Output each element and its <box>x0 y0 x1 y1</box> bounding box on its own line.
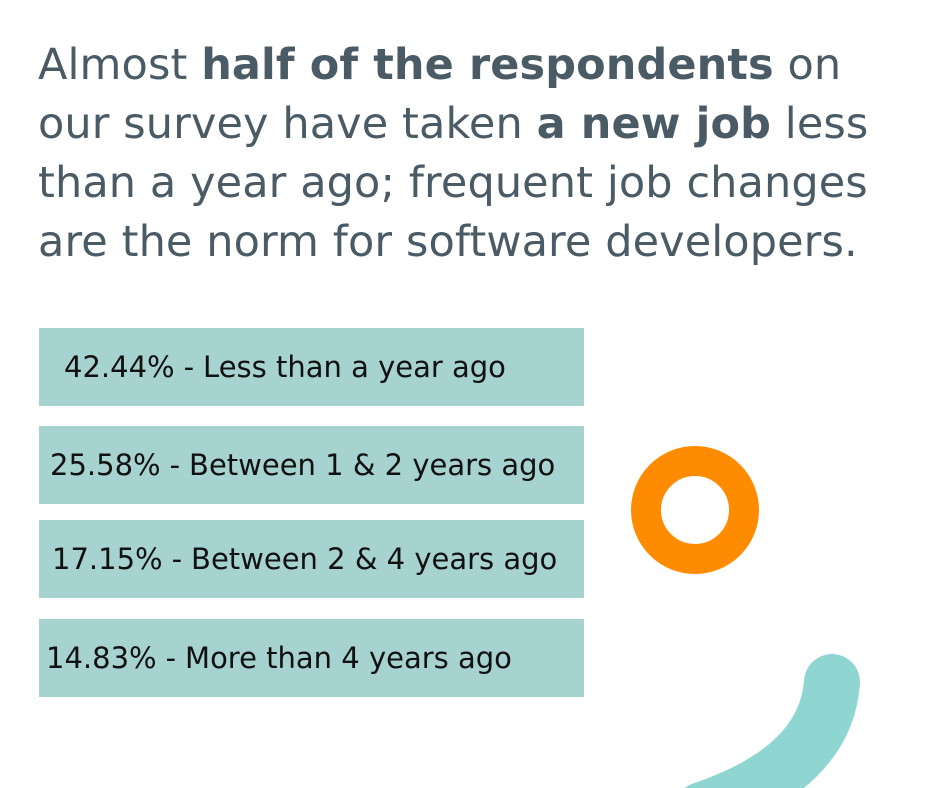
answer-row: 17.15% - Between 2 & 4 years ago <box>39 520 584 598</box>
answer-label: Between 2 & 4 years ago <box>191 542 558 576</box>
orange-ring-icon <box>631 446 759 574</box>
answer-percent: 17.15% <box>52 542 163 576</box>
answer-separator: - <box>183 350 195 384</box>
answer-separator: - <box>165 641 177 675</box>
answer-row: 25.58% - Between 1 & 2 years ago <box>39 426 584 504</box>
answer-label: More than 4 years ago <box>185 641 512 675</box>
headline: Almost half of the respondents on our su… <box>38 36 918 272</box>
headline-text: on our survey have taken <box>38 40 842 149</box>
answer-percent: 42.44% <box>64 350 175 384</box>
answer-row: 14.83% - More than 4 years ago <box>39 619 584 697</box>
answer-row: 42.44% - Less than a year ago <box>39 328 584 406</box>
answer-separator: - <box>171 542 183 576</box>
answer-percent: 25.58% <box>50 448 161 482</box>
headline-emphasis: a new job <box>536 99 772 149</box>
answer-label: Less than a year ago <box>203 350 506 384</box>
answer-percent: 14.83% <box>46 641 157 675</box>
headline-text: Almost <box>38 40 202 90</box>
headline-text: less than a year ago; frequent job chang… <box>38 99 869 267</box>
teal-arc-icon <box>685 654 860 788</box>
answer-list: 42.44% - Less than a year ago 25.58% - B… <box>39 0 584 788</box>
answer-label: Between 1 & 2 years ago <box>189 448 556 482</box>
answer-separator: - <box>169 448 181 482</box>
headline-emphasis: half of the respondents <box>201 40 774 90</box>
